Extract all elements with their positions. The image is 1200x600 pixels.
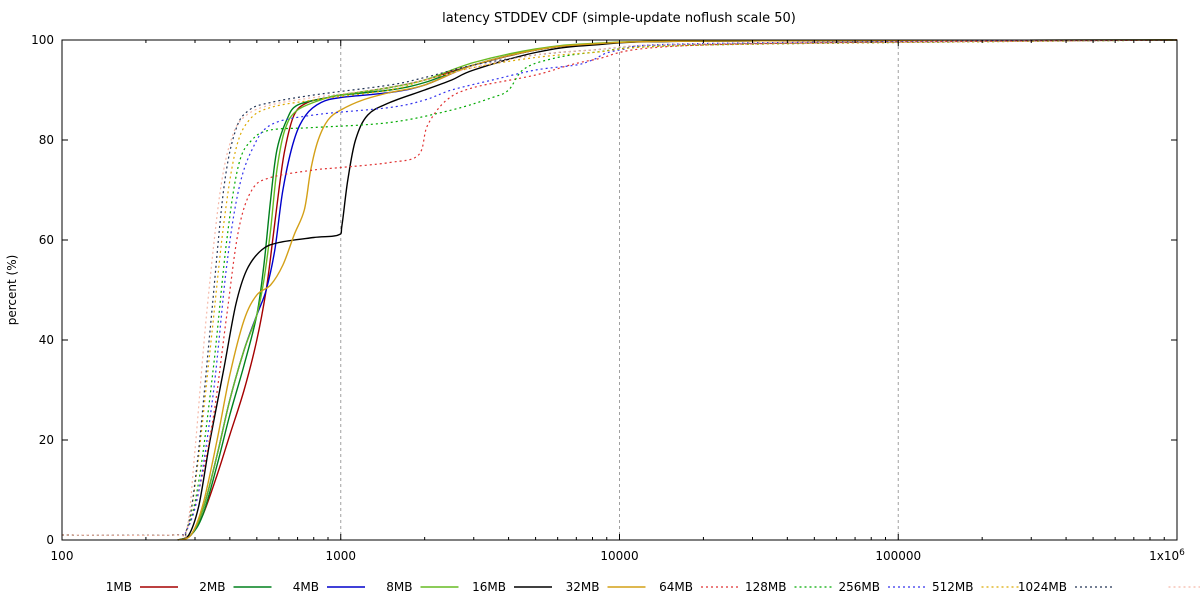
series-line-4mb [177, 39, 1178, 541]
legend-label: 8MB [386, 580, 412, 594]
axis-ticks: 100 1000 10000 100000 1x106 0 20 40 60 80 100 [31, 33, 1185, 563]
x-tick-label: 1x106 [1149, 548, 1185, 563]
x-tick-label-exponent: 6 [1179, 548, 1185, 558]
series-line-256mb [61, 39, 1178, 536]
x-tick-label: 100 [51, 549, 74, 563]
legend-label: 128MB [745, 580, 787, 594]
series-line-512mb [61, 39, 1178, 537]
legend-label: 4MB [293, 580, 319, 594]
x-tick-label: 10000 [600, 549, 638, 563]
y-tick-label: 0 [46, 533, 54, 547]
legend-label: 1024MB [1018, 580, 1067, 594]
series-line-2mb [177, 39, 1178, 541]
legend: 1MB 2MB 4MB 8MB 16MB 32MB 64MB 128MB 256MB 512MB 1… [106, 580, 1200, 594]
x-tick-label: 1000 [325, 549, 356, 563]
legend-label: 16MB [472, 580, 506, 594]
legend-label: 2MB [199, 580, 225, 594]
legend-label: 256MB [839, 580, 881, 594]
legend-label: 64MB [659, 580, 693, 594]
y-tick-label: 40 [39, 333, 54, 347]
y-tick-label: 60 [39, 233, 54, 247]
grid-lines [340, 40, 899, 540]
y-tick-label: 20 [39, 433, 54, 447]
legend-label: 1MB [106, 580, 132, 594]
series-line-1mb [177, 39, 1178, 541]
series-line-64mb [61, 39, 1178, 536]
legend-label: 32MB [566, 580, 600, 594]
series-layer [61, 39, 1178, 541]
y-tick-label: 80 [39, 133, 54, 147]
y-tick-label: 100 [31, 33, 54, 47]
y-axis-label: percent (%) [5, 255, 19, 326]
series-line-32mb [177, 39, 1178, 541]
series-line-16mb [177, 39, 1178, 541]
chart-title: latency STDDEV CDF (simple-update noflus… [442, 11, 796, 26]
legend-label: 512MB [932, 580, 974, 594]
series-line-8mb [177, 39, 1178, 541]
x-tick-label: 100000 [875, 549, 921, 563]
